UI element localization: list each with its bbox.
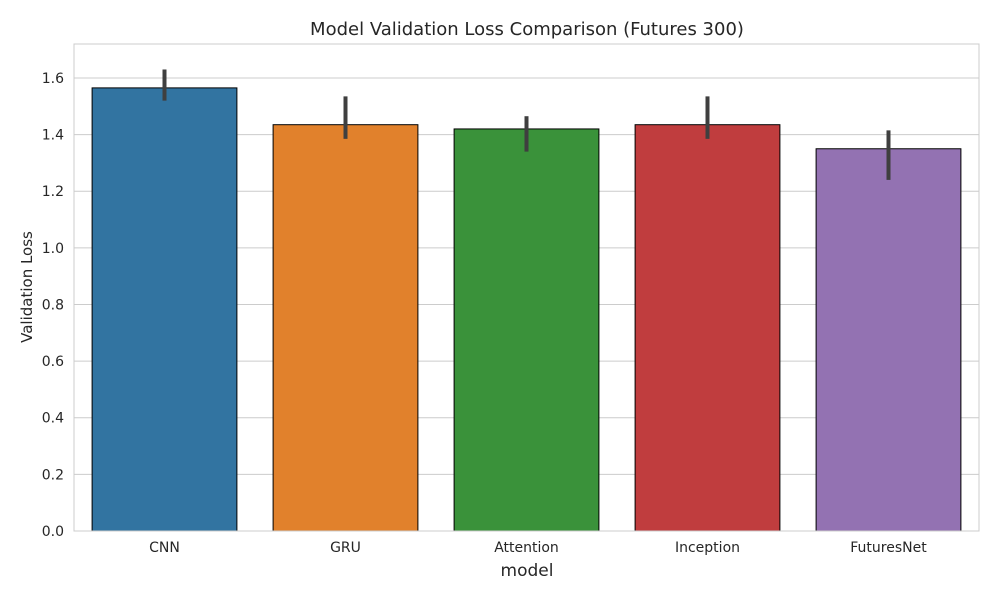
chart-title: Model Validation Loss Comparison (Future…: [310, 19, 744, 40]
bar-gru: [272, 124, 419, 532]
y-tick-label: 1.4: [42, 128, 64, 144]
bar-cnn: [91, 87, 238, 532]
bars: [91, 87, 962, 532]
plot-frame: [73, 43, 980, 532]
y-tick-label: 1.0: [42, 241, 64, 257]
y-tick-label: 1.6: [42, 71, 64, 87]
x-tick-label: Attention: [494, 540, 559, 556]
x-tick-label: Inception: [675, 540, 740, 556]
x-tick-label: FuturesNet: [850, 540, 927, 556]
bar-attention: [453, 128, 600, 532]
y-tick-label: 0.0: [42, 524, 64, 540]
x-tick-label: GRU: [330, 540, 361, 556]
y-tick-labels: 0.0 0.2 0.4 0.6 0.8 1.0 1.2 1.4 1.6: [42, 71, 64, 540]
x-tick-label: CNN: [149, 540, 180, 556]
y-tick-label: 0.8: [42, 297, 64, 313]
y-tick-label: 1.2: [42, 184, 64, 200]
x-axis-title: model: [501, 561, 554, 581]
bar-inception: [634, 124, 781, 532]
x-tick-labels: CNN GRU Attention Inception FuturesNet: [149, 540, 927, 556]
y-tick-label: 0.2: [42, 467, 64, 483]
y-tick-label: 0.6: [42, 354, 64, 370]
bar-futuresnet: [815, 148, 962, 532]
error-bars: [162, 69, 891, 180]
y-axis-title: Validation Loss: [18, 231, 36, 343]
y-tick-label: 0.4: [42, 411, 64, 427]
